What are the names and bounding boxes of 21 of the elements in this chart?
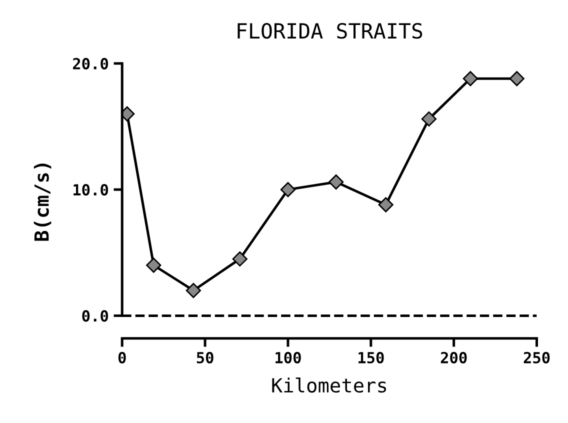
y-axis-title: B(cm/s) bbox=[34, 164, 52, 241]
point bbox=[378, 197, 394, 212]
y-tick-label: 20.0 bbox=[72, 58, 108, 70]
point bbox=[421, 111, 437, 127]
point bbox=[146, 258, 162, 273]
y-tick-label: 10.0 bbox=[74, 184, 108, 196]
x-tick-label: 150 bbox=[358, 352, 384, 364]
x-tick-label: 200 bbox=[440, 352, 467, 364]
x-axis-title: Kilometers bbox=[272, 377, 386, 393]
point bbox=[232, 251, 248, 267]
x-tick-label: 50 bbox=[196, 352, 214, 364]
point bbox=[509, 71, 524, 86]
point bbox=[186, 282, 202, 298]
chart-title: FLORIDA STRAITS bbox=[238, 22, 422, 39]
point bbox=[462, 71, 478, 86]
x-tick-label: 250 bbox=[524, 352, 550, 364]
x-tick-label: 100 bbox=[276, 352, 301, 364]
y-tick-label: 0.0 bbox=[82, 310, 108, 322]
point bbox=[280, 182, 296, 198]
point bbox=[328, 174, 344, 190]
x-tick-label: 0 bbox=[118, 352, 126, 364]
